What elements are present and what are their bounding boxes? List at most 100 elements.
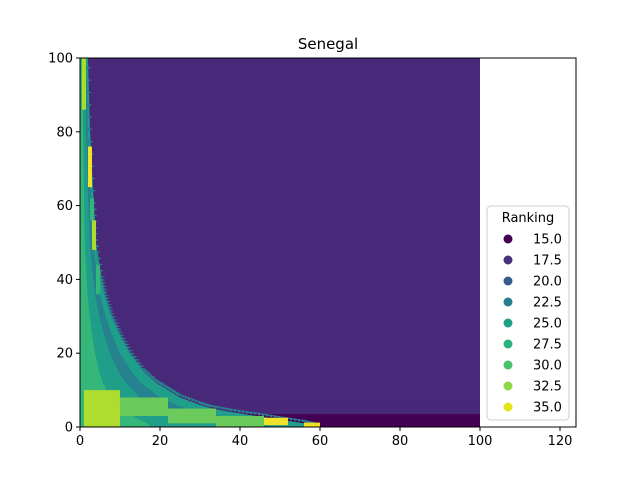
heatmap-edge-cell [213,405,219,409]
legend: Ranking 15.0 17.5 20.0 22.5 25.0 27.5 30.0 32.5… [486,205,570,421]
heatmap-edge-cell [87,90,92,94]
heatmap-edge-cell [220,406,225,410]
heatmap-edge-cell [266,413,271,417]
x-tick-label: 120 [548,434,573,449]
heatmap-edge-cell [270,414,275,418]
heatmap-edge-cell [250,411,255,415]
heatmap-edge-cell [101,281,107,285]
y-axis: 0 20 40 60 80 100 [48,52,80,436]
axes-border [79,57,577,428]
plot-area [80,58,480,427]
heatmap-edge-cell [119,333,125,337]
y-tick-label: 20 [56,347,73,362]
heatmap-edge-cell [242,410,247,414]
heatmap-highlight-cell [168,408,216,424]
heatmap-edge-cell [302,419,307,423]
heatmap-highlight-cell [216,415,264,427]
heatmap-edge-cell [100,278,106,282]
x-tick-label: 100 [468,434,493,449]
axes-frame [79,57,577,428]
heatmap-highlight-cell [92,220,96,250]
legend-marker [503,276,513,286]
heatmap-edge-cell [111,315,117,319]
heatmap-edge-cell [135,358,140,362]
legend-marker [503,360,513,370]
heatmap-edge-cell [137,361,143,365]
heatmap-edge-cell [184,395,190,399]
y-tick-label: 40 [56,273,73,288]
heatmap-edge-cell [86,78,92,82]
heatmap-edge-cell [148,373,153,377]
heatmap-edge-cell [88,140,94,144]
heatmap-edge-cell [95,244,100,248]
heatmap-edge-cell [210,404,215,408]
heatmap-edge-cell [234,408,239,412]
heatmap-highlight-cell [264,417,288,426]
heatmap-edge-cell [150,375,155,379]
y-tick-label: 0 [65,421,73,436]
heatmap-edge-cell [104,293,109,297]
heatmap-edge-cell [126,346,132,350]
legend-entry-label: 25.0 [533,317,562,332]
heatmap-edge-cell [87,115,93,119]
heatmap-edge-cell [121,336,127,340]
heatmap-edge-cell [142,367,147,371]
heatmap-edge-cell [86,66,92,70]
heatmap-edge-cell [139,364,145,368]
legend-marker [503,234,513,244]
heatmap-edge-cell [191,398,197,402]
heatmap-edge-cell [99,269,104,273]
heatmap-edge-cell [226,407,232,411]
heatmap-highlight-cell [90,198,94,221]
x-tick-label: 80 [392,434,409,449]
x-tick-label: 60 [312,434,329,449]
heatmap-highlight-cell [96,264,100,295]
heatmap-highlight-cell [88,146,92,188]
x-tick-label: 0 [76,434,84,449]
x-tick-label: 40 [232,434,249,449]
heatmap-edge-cell [106,300,111,303]
x-tick-label: 20 [152,434,169,449]
legend-marker [503,297,513,307]
heatmap-edge-cell [298,418,303,422]
x-axis: 0 20 40 60 80 100 120 [76,427,573,449]
heatmap-edge-cell [123,339,128,343]
legend-entry-label: 30.0 [533,359,562,374]
heatmap-edge-cell [144,369,149,373]
heatmap-edge-cell [115,324,121,328]
heatmap-highlight-cell [82,58,86,110]
heatmap-highlight-cell [84,390,120,427]
heatmap-edge-cell [88,127,93,131]
heatmap-edge-cell [188,397,193,401]
heatmap-edge-cell [87,103,93,107]
heatmap-edge-cell [230,408,235,412]
heatmap-edge-cell [254,411,259,415]
legend-marker [503,255,513,265]
y-tick-label: 100 [48,52,73,67]
legend-title: Ranking [502,211,555,226]
heatmap-edge-cell [102,284,107,288]
heatmap-edge-cell [216,405,222,409]
heatmap-edge-cell [112,318,118,322]
heatmap-edge-cell [97,256,102,260]
legend-marker [503,318,513,328]
heatmap-edge-cell [132,355,138,359]
legend-marker [503,381,513,391]
heatmap-edge-cell [130,352,136,356]
legend-entry-label: 15.0 [533,233,562,248]
heatmap-edge-cell [152,376,157,380]
y-tick-label: 60 [56,199,73,214]
heatmap-background-region [80,58,480,427]
heatmap-edge-cell [258,412,263,416]
heatmap-edge-cell [105,296,110,300]
legend-entry-label: 17.5 [533,254,562,269]
heatmap-edge-cell [107,303,112,307]
heatmap-edge-cell [181,394,187,398]
heatmap-edge-cell [109,309,114,313]
legend-entry-label: 32.5 [533,380,562,395]
legend-entry-label: 20.0 [533,275,562,290]
legend-marker [503,339,513,349]
legend-entry-label: 35.0 [533,401,562,416]
heatmap-edge-cell [118,330,123,334]
